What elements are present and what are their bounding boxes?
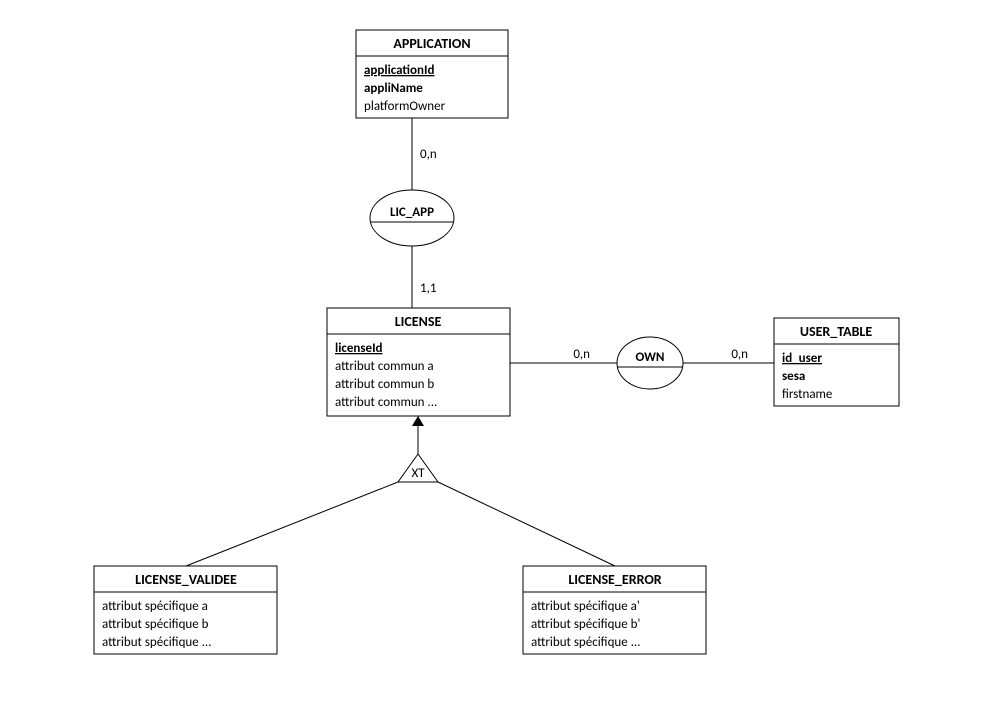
attr: id_user [782, 351, 822, 366]
entity-license-validee: LICENSE_VALIDEE attribut spécifique a at… [94, 566, 277, 654]
entity-application-title: APPLICATION [393, 35, 470, 52]
attr: attribut commun b [335, 377, 434, 392]
attr: attribut commun ... [335, 395, 437, 410]
attr: firstname [782, 387, 832, 402]
attr: licenseId [335, 341, 383, 356]
entity-license: LICENSE licenseId attribut commun a attr… [327, 308, 510, 416]
relationship-own-label: OWN [636, 350, 665, 365]
inheritance-label: XT [411, 466, 425, 481]
relationship-own: OWN [617, 337, 683, 389]
entity-license-title: LICENSE [395, 313, 442, 330]
attr: attribut spécifique ... [531, 635, 640, 650]
attr: attribut spécifique a' [531, 599, 640, 614]
attr: appliName [364, 81, 423, 96]
attr: attribut spécifique b [102, 617, 209, 632]
edge-spec-validee [186, 482, 398, 566]
attr: attribut commun a [335, 359, 434, 374]
entity-license-validee-title: LICENSE_VALIDEE [135, 571, 237, 588]
attr: attribut spécifique ... [102, 635, 211, 650]
entity-user-table: USER_TABLE id_user sesa firstname [774, 318, 899, 406]
entity-license-error: LICENSE_ERROR attribut spécifique a' att… [523, 566, 706, 654]
card-own-usertable: 0,n [731, 347, 748, 362]
inheritance-arrowhead-icon [412, 416, 424, 426]
entity-application: APPLICATION applicationId appliName plat… [356, 30, 508, 118]
attr: attribut spécifique b' [531, 617, 640, 632]
entity-license-error-title: LICENSE_ERROR [568, 571, 661, 588]
attr: platformOwner [364, 99, 446, 114]
card-application-licapp: 0,n [420, 147, 437, 162]
card-licapp-license: 1,1 [420, 281, 436, 296]
attr: attribut spécifique a [102, 599, 208, 614]
relationship-lic-app: LIC_APP [370, 190, 454, 246]
attr: sesa [782, 369, 805, 384]
edge-spec-error [438, 482, 615, 566]
attr: applicationId [364, 63, 434, 78]
relationship-lic-app-label: LIC_APP [390, 205, 434, 220]
entity-user-table-title: USER_TABLE [800, 323, 873, 340]
er-diagram: 0,n 1,1 0,n 0,n XT LIC_APP OWN APPLICATI… [0, 0, 993, 707]
card-license-own: 0,n [573, 347, 590, 362]
